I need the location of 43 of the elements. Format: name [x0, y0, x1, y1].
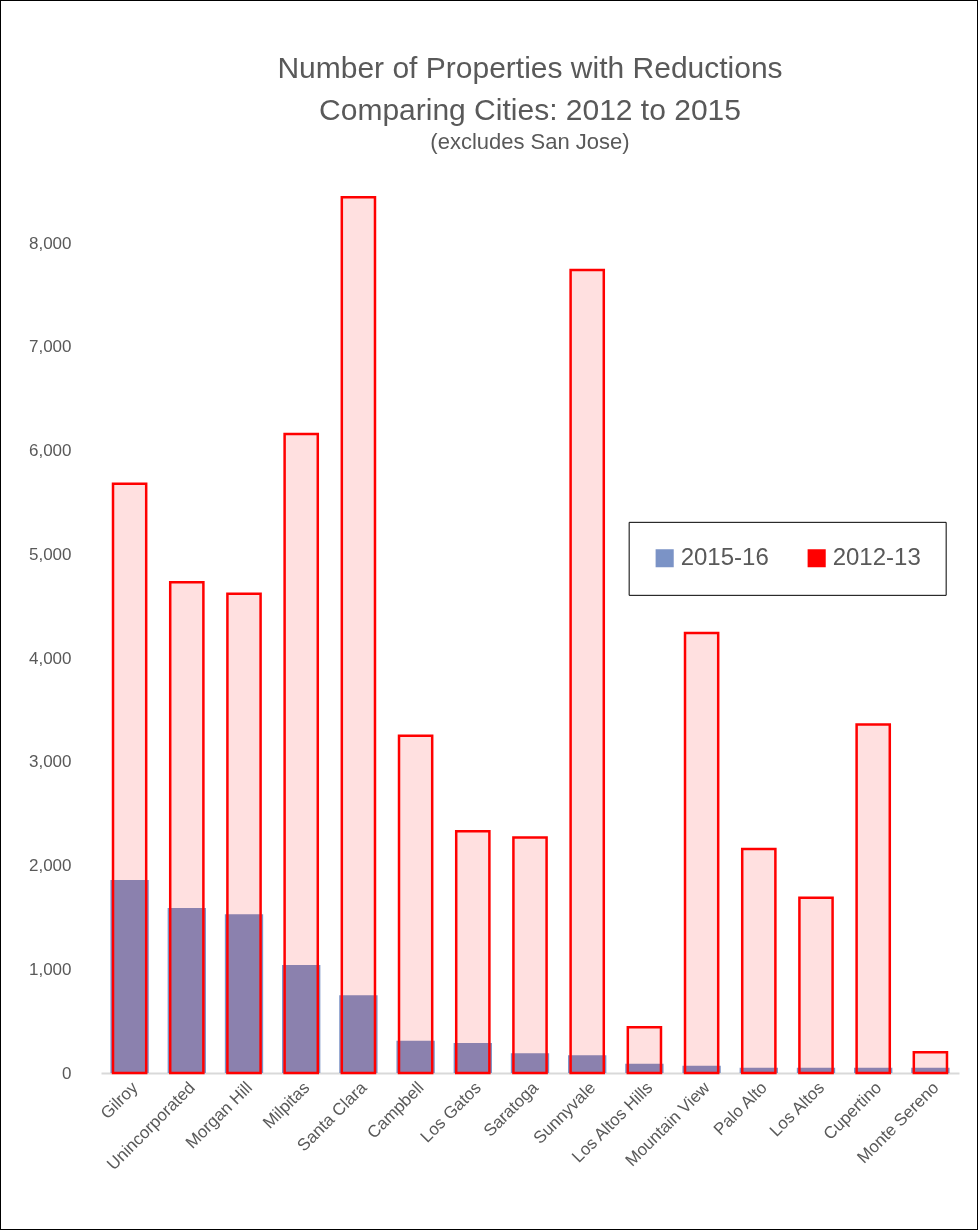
y-tick-label: 0: [62, 1063, 72, 1083]
bar: [454, 830, 491, 1075]
y-tick-label: 6,000: [28, 441, 72, 460]
bar: [110, 880, 149, 1073]
bar: [510, 1053, 550, 1073]
y-tick-label: 3,000: [28, 752, 72, 772]
bar: [283, 432, 320, 1075]
bar: [912, 1051, 949, 1075]
bar: [453, 1042, 492, 1073]
bar: [854, 1067, 893, 1073]
y-tick-label: 7,000: [28, 337, 72, 357]
bar: [340, 196, 377, 1075]
bar: [626, 1026, 663, 1075]
bar: [339, 995, 378, 1073]
chart-title: Number of Properties with Reductions Comparing Cities: 2012 to 2015: [277, 51, 783, 127]
bar: [796, 1067, 836, 1073]
bar: [683, 631, 720, 1075]
y-tick-label: 2,000: [28, 856, 72, 875]
bar: [740, 847, 777, 1075]
legend-label: 2012-13: [832, 543, 921, 571]
bar: [569, 268, 606, 1075]
bar: [855, 723, 892, 1075]
bar: [798, 896, 834, 1075]
y-tick-label: 1,000: [28, 959, 72, 979]
bar: [512, 836, 548, 1075]
bar: [396, 1040, 435, 1073]
bar: [111, 482, 148, 1075]
bar: [682, 1065, 721, 1073]
bar: [739, 1067, 778, 1073]
y-tick-label: 5,000: [28, 544, 72, 564]
bar: [282, 965, 321, 1073]
y-tick-label: 8,000: [28, 233, 72, 253]
bar: [224, 914, 264, 1073]
bar: [167, 908, 206, 1073]
legend-label: 2015-16: [680, 543, 769, 571]
bar: [568, 1055, 607, 1073]
y-tick-label: 4,000: [28, 648, 72, 668]
bar: [911, 1067, 950, 1073]
bar: [226, 592, 262, 1075]
bar: [168, 581, 205, 1075]
bar: [397, 734, 434, 1075]
chart-subtitle: (excludes San Jose): [430, 129, 630, 155]
bar: [625, 1063, 664, 1073]
